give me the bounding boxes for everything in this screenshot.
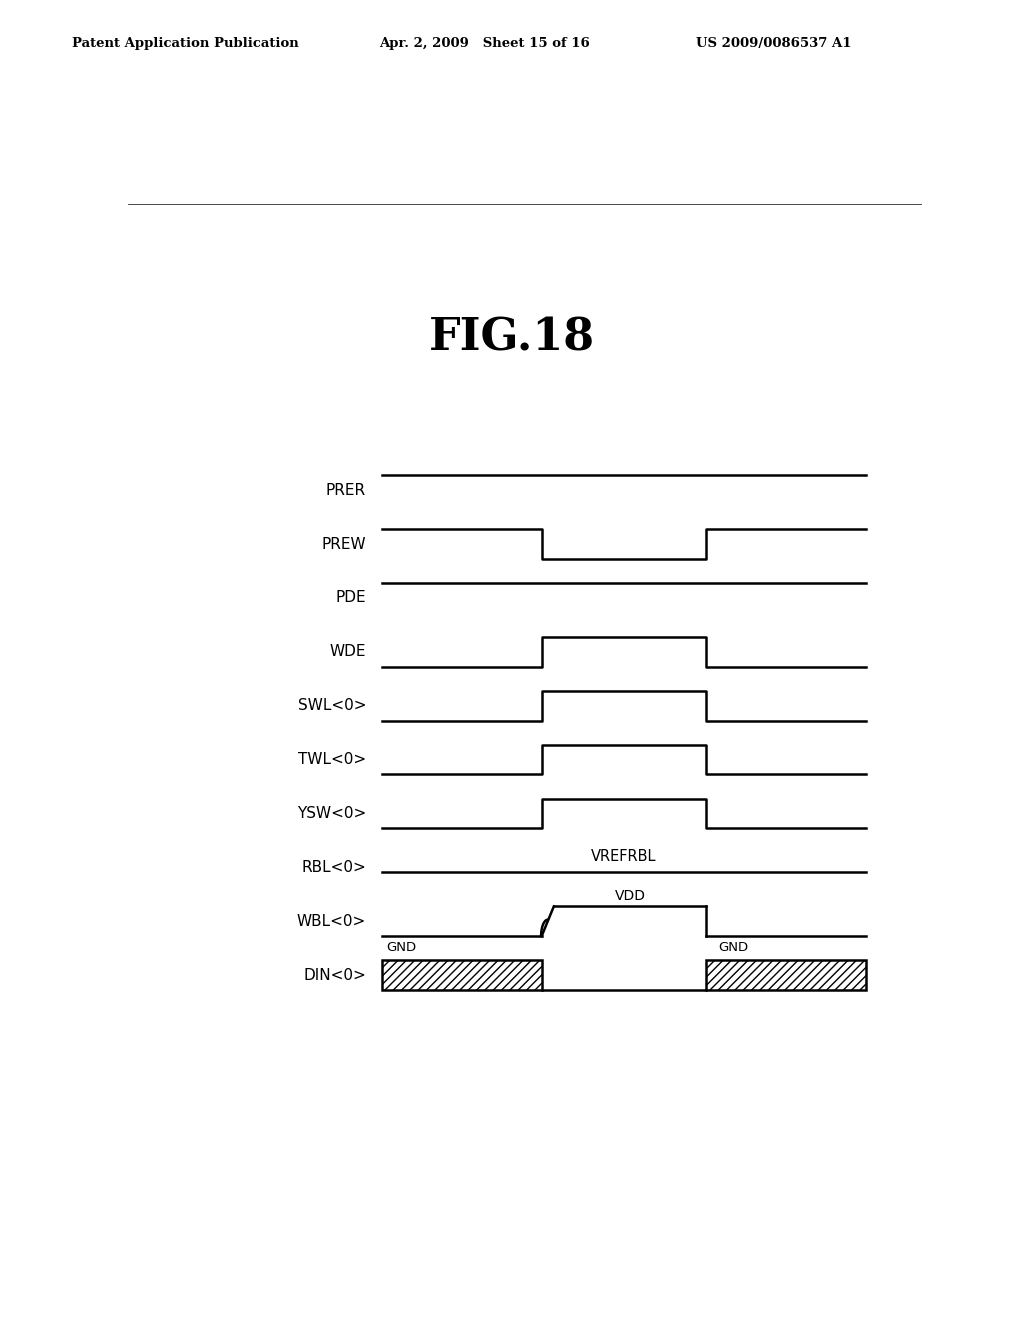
Text: TWL<0>: TWL<0> — [298, 752, 367, 767]
Text: US 2009/0086537 A1: US 2009/0086537 A1 — [696, 37, 852, 50]
Text: WDE: WDE — [330, 644, 367, 660]
Text: GND: GND — [386, 941, 416, 954]
Text: GND: GND — [718, 941, 749, 954]
Text: RBL<0>: RBL<0> — [301, 859, 367, 875]
Text: VREFRBL: VREFRBL — [591, 849, 656, 863]
Text: Apr. 2, 2009   Sheet 15 of 16: Apr. 2, 2009 Sheet 15 of 16 — [379, 37, 590, 50]
Text: PRER: PRER — [326, 483, 367, 498]
Text: WBL<0>: WBL<0> — [297, 913, 367, 929]
Text: PREW: PREW — [322, 537, 367, 552]
Text: Patent Application Publication: Patent Application Publication — [72, 37, 298, 50]
Bar — [707, 960, 866, 990]
Text: VDD: VDD — [614, 890, 645, 903]
Bar — [382, 960, 542, 990]
Text: FIG.18: FIG.18 — [429, 317, 595, 360]
Text: DIN<0>: DIN<0> — [303, 968, 367, 982]
Text: PDE: PDE — [336, 590, 367, 606]
Text: YSW<0>: YSW<0> — [297, 807, 367, 821]
Text: SWL<0>: SWL<0> — [298, 698, 367, 713]
